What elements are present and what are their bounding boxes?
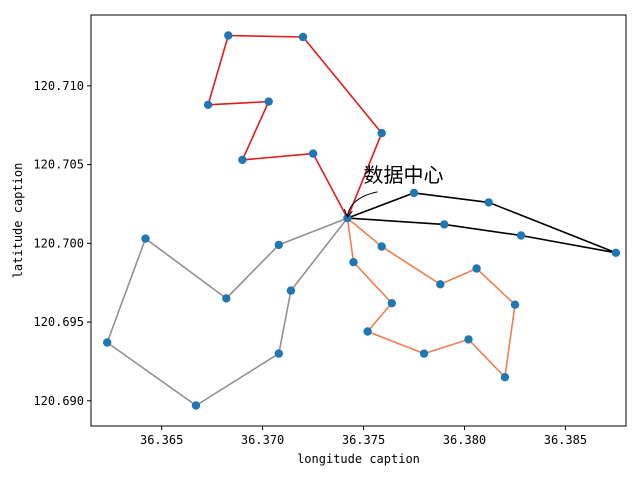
data-point-10 bbox=[484, 198, 493, 207]
data-point-7 bbox=[308, 149, 318, 158]
y-tick-label: 120.705 bbox=[33, 158, 84, 172]
data-point-15 bbox=[349, 258, 358, 267]
data-point-28 bbox=[286, 286, 296, 295]
data-point-13 bbox=[611, 248, 621, 257]
data-point-22 bbox=[464, 335, 473, 344]
data-point-2 bbox=[224, 31, 233, 40]
data-point-14 bbox=[377, 242, 386, 251]
axes-frame bbox=[90, 14, 627, 427]
route-lines bbox=[106, 34, 617, 407]
y-tick-label: 120.695 bbox=[33, 315, 84, 329]
data-point-30 bbox=[222, 294, 231, 303]
data-point-29 bbox=[274, 240, 283, 250]
data-point-25 bbox=[103, 338, 112, 347]
data-point-4 bbox=[203, 100, 213, 110]
data-point-3 bbox=[298, 32, 308, 42]
y-tick-label: 120.690 bbox=[33, 394, 84, 408]
y-axis-label: latitude caption bbox=[11, 163, 25, 279]
route-line-2 bbox=[347, 192, 617, 254]
data-point-12 bbox=[516, 231, 526, 240]
y-tick-label: 120.700 bbox=[33, 236, 84, 250]
data-point-20 bbox=[472, 264, 481, 273]
x-tick-label: 36.370 bbox=[241, 433, 284, 447]
route-line-4 bbox=[106, 217, 349, 407]
route-line-3 bbox=[346, 217, 516, 379]
data-point-21 bbox=[510, 300, 520, 309]
data-point-18 bbox=[419, 349, 429, 358]
x-tick-label: 36.380 bbox=[443, 433, 486, 447]
data-point-8 bbox=[377, 128, 386, 138]
data-point-24 bbox=[141, 234, 150, 243]
y-axis-ticks: 120.690 120.695 120.700 120.705 120.710 bbox=[33, 79, 91, 408]
data-point-6 bbox=[238, 155, 247, 165]
x-axis-label: longitude caption bbox=[297, 452, 420, 466]
data-point-17 bbox=[363, 327, 372, 336]
route-line-1 bbox=[207, 34, 383, 219]
data-point-27 bbox=[274, 349, 283, 358]
data-point-1 bbox=[343, 213, 352, 223]
location-points bbox=[103, 31, 621, 410]
x-tick-label: 36.385 bbox=[544, 433, 587, 447]
annotation-label: 数据中心 bbox=[364, 163, 444, 187]
data-point-26 bbox=[191, 401, 201, 410]
data-point-23 bbox=[500, 373, 510, 382]
data-point-19 bbox=[436, 280, 445, 289]
annotation: 数据中心 bbox=[343, 163, 444, 219]
data-point-9 bbox=[409, 188, 419, 198]
annotation-arrow bbox=[343, 191, 378, 219]
x-axis-ticks: 36.365 36.370 36.375 36.380 36.385 bbox=[140, 426, 587, 447]
x-tick-label: 36.365 bbox=[140, 433, 183, 447]
data-point-5 bbox=[264, 97, 273, 106]
data-point-11 bbox=[440, 220, 449, 229]
y-tick-label: 120.710 bbox=[33, 79, 84, 93]
x-tick-label: 36.375 bbox=[342, 433, 385, 447]
data-point-16 bbox=[387, 299, 396, 308]
